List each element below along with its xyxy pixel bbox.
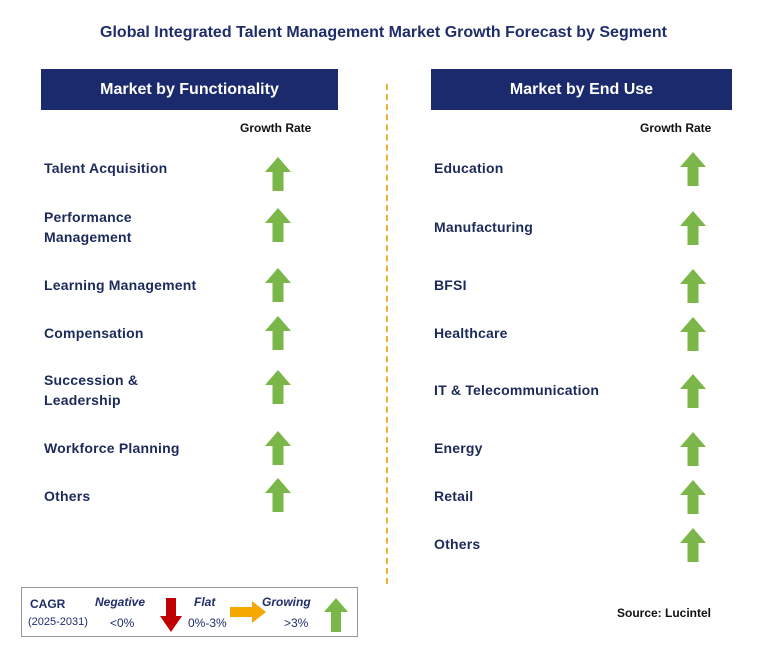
left_panel-item-label: Workforce Planning	[44, 440, 180, 456]
legend-cagr: CAGR	[30, 597, 66, 611]
up-arrow-icon	[265, 478, 291, 512]
up-arrow-icon	[680, 211, 706, 245]
legend-negative-range: <0%	[110, 616, 135, 630]
functionality-header: Market by Functionality	[41, 69, 338, 110]
left_panel-item-label: Others	[44, 488, 91, 504]
up-arrow-icon	[680, 152, 706, 186]
legend-negative-label: Negative	[95, 595, 146, 609]
up-arrow-icon	[265, 157, 291, 191]
up-arrow-icon	[265, 431, 291, 465]
up-arrow-icon	[680, 528, 706, 562]
legend-box: CAGR (2025-2031) Negative <0% Flat 0%-3%…	[21, 587, 358, 637]
legend-growing-label: Growing	[262, 595, 311, 609]
end-use-growth-rate-label: Growth Rate	[640, 121, 712, 135]
down-arrow-icon	[160, 598, 182, 632]
left_panel-item-label: Compensation	[44, 325, 144, 341]
left_panel-item-label: Talent Acquisition	[44, 160, 168, 176]
right-arrow-icon	[230, 601, 266, 623]
chart-title: Global Integrated Talent Management Mark…	[100, 24, 667, 41]
up-arrow-icon	[265, 208, 291, 242]
left_panel-item-label: Performance Management	[44, 209, 132, 245]
left_panel-item-label: Learning Management	[44, 277, 197, 293]
up-arrow-icon	[265, 316, 291, 350]
legend-flat-range: 0%-3%	[188, 616, 227, 630]
right_panel-item-label: IT & Telecommunication	[434, 382, 600, 398]
up-arrow-icon	[324, 598, 348, 632]
up-arrow-icon	[680, 480, 706, 514]
panel-divider	[386, 84, 388, 584]
up-arrow-icon	[680, 374, 706, 408]
right_panel-item-label: Energy	[434, 440, 483, 456]
up-arrow-icon	[265, 268, 291, 302]
up-arrow-icon	[680, 317, 706, 351]
up-arrow-icon	[265, 370, 291, 404]
right_panel-item-label: Others	[434, 536, 481, 552]
right_panel-item-label: BFSI	[434, 277, 467, 293]
legend-period: (2025-2031)	[28, 616, 88, 628]
legend-flat-label: Flat	[194, 595, 216, 609]
source-note: Source: Lucintel	[617, 606, 712, 620]
up-arrow-icon	[680, 269, 706, 303]
right_panel-item-label: Healthcare	[434, 325, 508, 341]
right_panel-item-label: Retail	[434, 488, 474, 504]
right_panel-item-label: Education	[434, 160, 504, 176]
left_panel-item-label: Succession & Leadership	[44, 372, 139, 408]
legend-growing-range: >3%	[284, 616, 309, 630]
up-arrow-icon	[680, 432, 706, 466]
right_panel-item-label: Manufacturing	[434, 219, 534, 235]
functionality-growth-rate-label: Growth Rate	[240, 121, 312, 135]
end-use-header: Market by End Use	[431, 69, 732, 110]
